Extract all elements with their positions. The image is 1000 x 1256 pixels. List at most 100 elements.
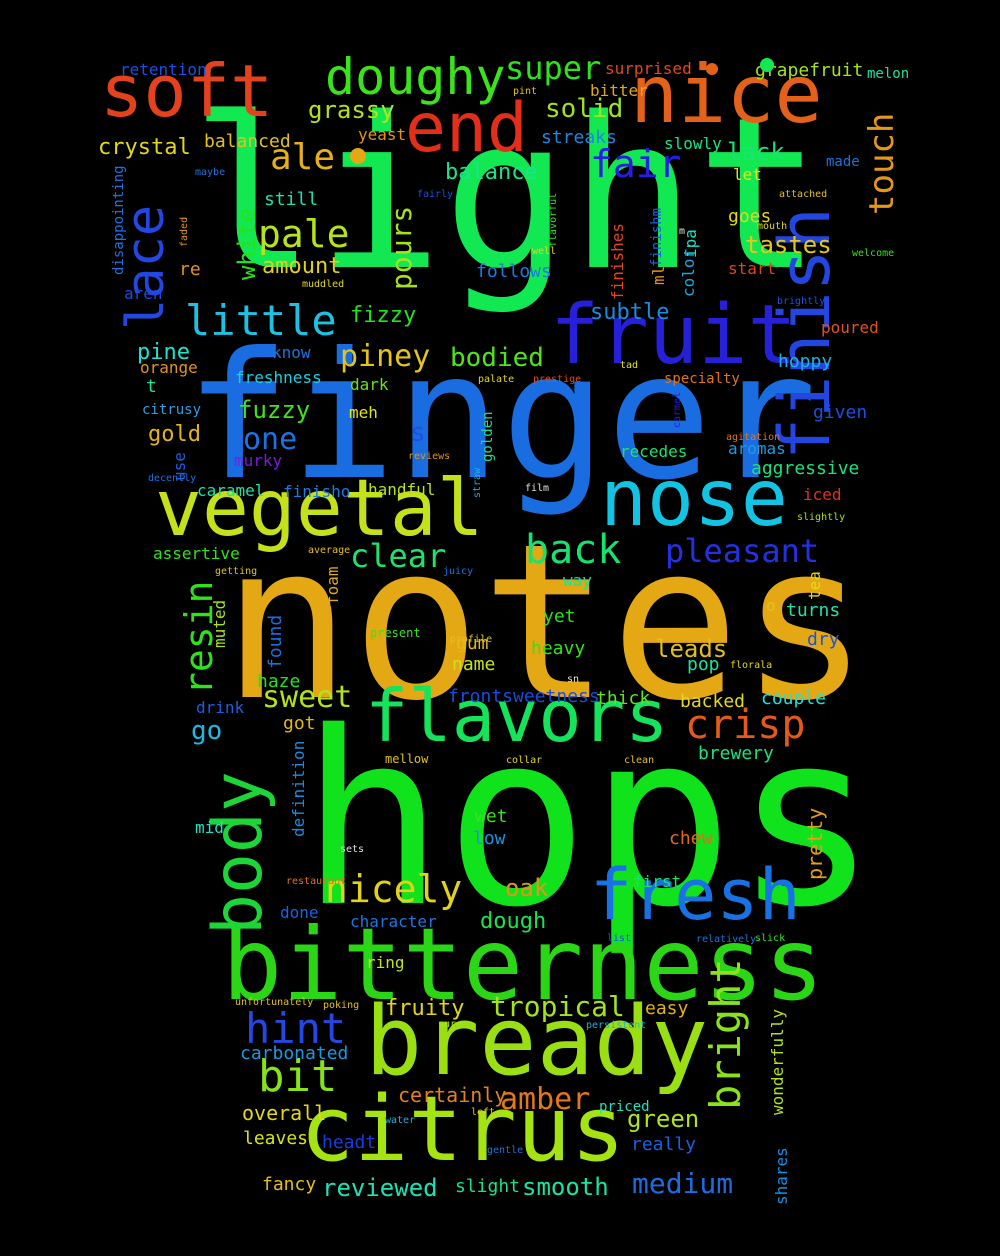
cloud-word: turns bbox=[786, 600, 841, 621]
cloud-word: really bbox=[631, 1134, 697, 1155]
cloud-word: ale bbox=[270, 137, 336, 178]
cloud-word: priced bbox=[599, 1099, 650, 1115]
cloud-word: fizzy bbox=[350, 303, 417, 328]
cloud-word: caramel bbox=[197, 481, 265, 500]
cloud-word: ring bbox=[366, 953, 405, 972]
cloud-word: poured bbox=[821, 318, 879, 337]
cloud-word: tad bbox=[620, 360, 639, 371]
cloud-word: iced bbox=[803, 485, 842, 504]
cloud-word: recedes bbox=[620, 442, 688, 461]
cloud-word: pint bbox=[513, 86, 538, 97]
cloud-word: welcome bbox=[852, 248, 895, 259]
cloud-word: solid bbox=[545, 94, 624, 124]
cloud-word: pours bbox=[385, 205, 418, 290]
cloud-word: o bbox=[766, 596, 776, 615]
cloud-word: slick bbox=[755, 933, 786, 944]
cloud-word: bit bbox=[258, 1051, 338, 1102]
cloud-word: aren bbox=[124, 284, 163, 303]
cloud-word: present bbox=[370, 626, 421, 640]
cloud-word: got bbox=[283, 713, 316, 734]
cloud-word: profile bbox=[450, 634, 493, 645]
cloud-word: grassy bbox=[308, 96, 395, 124]
cloud-word: name bbox=[452, 654, 496, 675]
cloud-word: left bbox=[471, 1107, 496, 1118]
cloud-word: sweet bbox=[262, 680, 353, 715]
cloud-word: freshness bbox=[235, 368, 322, 387]
cloud-word: one bbox=[243, 422, 298, 457]
cloud-word: amount bbox=[262, 254, 342, 279]
cloud-dot bbox=[706, 63, 718, 75]
cloud-word: restaurant bbox=[286, 876, 347, 887]
cloud-word: bodied bbox=[450, 343, 544, 373]
cloud-word: haze bbox=[257, 671, 301, 692]
cloud-word: lace bbox=[116, 204, 176, 330]
cloud-word: doughy bbox=[325, 48, 506, 106]
cloud-word: lack bbox=[727, 138, 785, 166]
cloud-word: retention bbox=[120, 60, 207, 79]
cloud-word: finisho bbox=[283, 482, 351, 501]
cloud-word: flavorful bbox=[548, 192, 559, 247]
cloud-word: start bbox=[728, 259, 777, 278]
cloud-word: bitterness bbox=[222, 906, 825, 1023]
cloud-word: wet bbox=[475, 806, 508, 827]
cloud-word: citrus bbox=[300, 1077, 626, 1182]
cloud-word: back bbox=[525, 527, 622, 573]
cloud-dot bbox=[760, 58, 774, 72]
cloud-word: nicely bbox=[325, 867, 463, 911]
cloud-word: given bbox=[813, 402, 868, 423]
cloud-word: aggressive bbox=[751, 458, 860, 479]
cloud-word: melon bbox=[867, 66, 910, 82]
cloud-word: made bbox=[826, 154, 860, 170]
cloud-word: frontsweetness bbox=[448, 686, 600, 707]
cloud-word: foam bbox=[323, 566, 342, 605]
cloud-word: grapefruit bbox=[755, 60, 864, 81]
cloud-word: brightly bbox=[777, 296, 826, 307]
cloud-word: heavy bbox=[531, 638, 586, 659]
cloud-word: carbonated bbox=[240, 1043, 349, 1064]
cloud-word: hint bbox=[245, 1004, 347, 1053]
cloud-word: finger bbox=[185, 316, 818, 519]
cloud-word: found bbox=[265, 614, 286, 669]
cloud-word: straw bbox=[472, 467, 483, 498]
cloud-word: still bbox=[264, 189, 319, 210]
cloud-word: orange bbox=[140, 358, 198, 377]
cloud-word: maybe bbox=[195, 167, 226, 178]
cloud-word: poking bbox=[323, 1000, 360, 1011]
cloud-word: medium bbox=[632, 1167, 734, 1200]
cloud-word: reviewed bbox=[322, 1174, 438, 1202]
cloud-word: juicy bbox=[443, 566, 474, 577]
cloud-word: slightly bbox=[797, 512, 846, 523]
cloud-word: thick bbox=[596, 688, 651, 709]
cloud-word: murky bbox=[234, 451, 283, 470]
cloud-word: fuzzy bbox=[238, 396, 311, 424]
cloud-word: tropical bbox=[490, 990, 625, 1023]
cloud-word: sets bbox=[340, 844, 365, 855]
cloud-word: decently bbox=[148, 473, 197, 484]
cloud-word: palate bbox=[478, 374, 515, 385]
cloud-word: tastes bbox=[745, 231, 832, 259]
cloud-word: gold bbox=[148, 422, 201, 447]
cloud-word: dough bbox=[480, 909, 547, 934]
cloud-word: persistent bbox=[586, 1020, 647, 1031]
cloud-word: nose bbox=[600, 454, 788, 544]
cloud-word: green bbox=[627, 1105, 700, 1133]
cloud-word: finishes bbox=[608, 222, 627, 300]
cloud-word: headt bbox=[322, 1132, 377, 1153]
cloud-word: let bbox=[733, 165, 762, 184]
cloud-word: gum bbox=[456, 633, 489, 654]
cloud-word: slight bbox=[455, 1176, 521, 1197]
cloud-word: shares bbox=[772, 1147, 791, 1205]
cloud-word: yet bbox=[543, 606, 576, 627]
cloud-word: re bbox=[179, 259, 201, 280]
cloud-word: leads bbox=[655, 635, 728, 663]
cloud-word: attached bbox=[779, 189, 828, 200]
cloud-word: collar bbox=[506, 755, 543, 766]
cloud-word: know bbox=[272, 343, 311, 362]
cloud-word: well bbox=[532, 246, 557, 257]
cloud-word: muted bbox=[210, 599, 229, 648]
cloud-word: backed bbox=[680, 691, 746, 712]
cloud-word: surprised bbox=[605, 59, 692, 78]
cloud-word: fair bbox=[590, 142, 682, 186]
cloud-word: dry bbox=[807, 629, 840, 650]
cloud-word: assertive bbox=[153, 544, 240, 563]
